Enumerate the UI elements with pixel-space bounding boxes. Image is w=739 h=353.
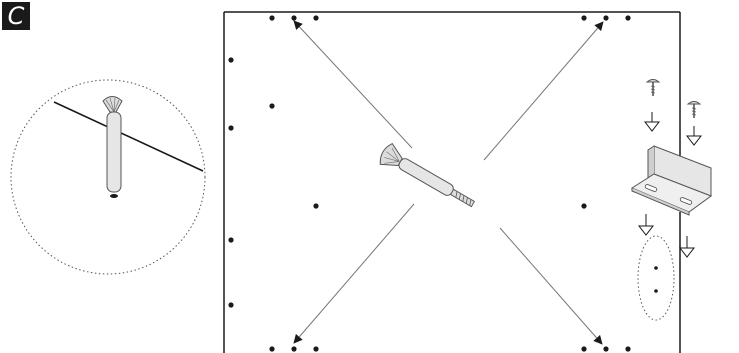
arrow-down-icon [637, 214, 655, 236]
drill-icon [379, 142, 476, 208]
arrow-down-icon [685, 126, 703, 146]
screw-icon [686, 101, 702, 118]
arrow-down-icon [643, 112, 661, 132]
panel-edge-line [53, 101, 204, 172]
arrow-icon [483, 21, 604, 161]
arrow-down-icon [678, 236, 696, 258]
l-bracket-icon [630, 145, 713, 216]
detail-circle [10, 79, 206, 275]
hole-detail-ellipse [637, 235, 675, 321]
hole-markers [228, 15, 631, 352]
arrow-icon [293, 20, 413, 149]
arrow-icon [499, 227, 603, 345]
step-label: C [2, 2, 30, 30]
screw-icon [645, 79, 661, 96]
panel-outline [223, 11, 681, 353]
down-arrows [637, 112, 703, 258]
dowel-detail-icon [102, 96, 123, 198]
direction-arrows [293, 20, 604, 345]
arrow-icon [293, 203, 415, 344]
